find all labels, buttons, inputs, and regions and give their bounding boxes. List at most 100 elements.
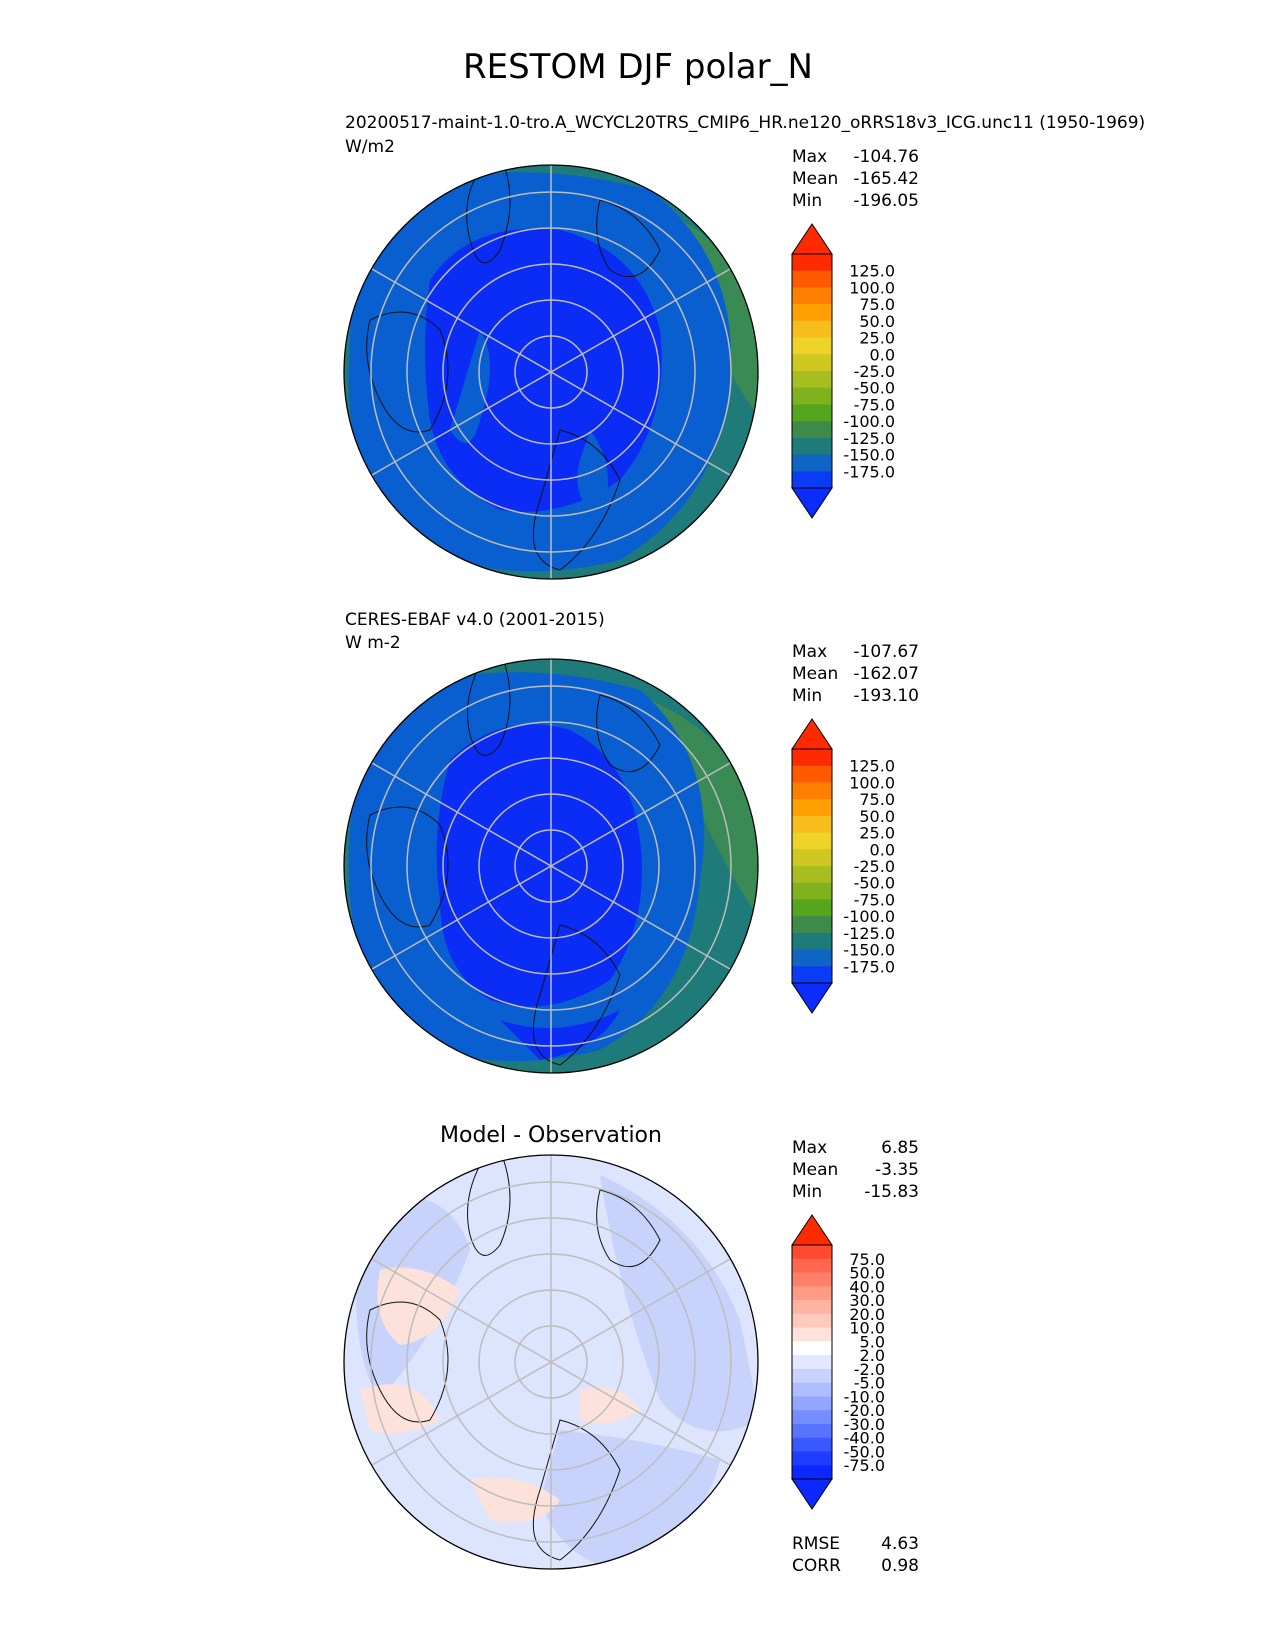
colorbar-tick-label: 125.0 (849, 262, 895, 281)
stat-label: Min (792, 1182, 822, 1202)
stat-value: -15.83 (864, 1182, 919, 1202)
panel-model-name: 20200517-maint-1.0-tro.A_WCYCL20TRS_CMIP… (345, 113, 1145, 133)
colorbar-tick-label: -125.0 (843, 924, 895, 943)
colorbar-tick-label: -125.0 (843, 429, 895, 448)
colorbar-diff: 75.050.040.030.020.010.05.02.0-2.0-5.0-1… (791, 1214, 885, 1510)
colorbar-swatch (792, 832, 832, 850)
colorbar-tick-label: 50.0 (849, 1264, 885, 1283)
stat-value: -107.67 (853, 642, 919, 662)
colorbar-swatch (792, 1341, 832, 1356)
colorbar-frame (791, 253, 833, 489)
colorbar-tick-label: 2.0 (860, 1346, 885, 1365)
colorbar-swatch (792, 1258, 832, 1274)
map-fill-deep (600, 1175, 758, 1432)
panel-model: 20200517-maint-1.0-tro.A_WCYCL20TRS_CMIP… (343, 113, 1145, 580)
colorbar-tick-label: -50.0 (854, 874, 895, 893)
colorbar-swatch (792, 882, 832, 900)
colorbar-tick-label: -30.0 (844, 1415, 885, 1434)
stat-value: -196.05 (853, 191, 919, 211)
stat-label: Min (792, 191, 822, 211)
corr-label: CORR (792, 1556, 841, 1576)
stats-diff: Max 6.85 Mean -3.35 Min -15.83 (792, 1138, 919, 1202)
colorbar-swatch (792, 815, 832, 834)
colorbar-swatch (792, 1300, 832, 1315)
colorbar-tick-label: 50.0 (859, 807, 895, 826)
stat-value: -165.42 (853, 169, 919, 189)
colorbar-tick-label: -175.0 (843, 462, 895, 481)
colorbar-model: 125.0100.075.050.025.00.0-25.0-50.0-75.0… (791, 223, 895, 519)
stat-label: Mean (792, 664, 838, 684)
stat-label: Mean (792, 169, 838, 189)
colorbar-tick-label: 40.0 (849, 1277, 885, 1296)
colorbar-extend-top (791, 718, 833, 750)
map-fill-deep (425, 228, 662, 513)
graticule-obs (370, 659, 732, 1073)
colorbar-tick-label: 0.0 (870, 840, 895, 859)
colorbar-swatch (792, 371, 832, 389)
colorbar-swatch (792, 1327, 832, 1342)
colorbar-swatch (792, 799, 832, 817)
polar-map-model (343, 164, 759, 580)
colorbar-swatch (792, 454, 832, 472)
colorbar-tick-label: -50.0 (844, 1442, 885, 1461)
colorbar-tick-label: -50.0 (854, 379, 895, 398)
colorbar-tick-label: 25.0 (859, 824, 895, 843)
colorbar-tick-label: -150.0 (843, 941, 895, 960)
colorbar-tick-label: 5.0 (860, 1332, 885, 1351)
panel-obs-units: W m-2 (345, 633, 401, 653)
colorbar-swatch (792, 1396, 832, 1411)
colorbar-swatch (792, 782, 832, 800)
colorbar-swatch (792, 337, 832, 355)
colorbar-tick-label: -100.0 (843, 907, 895, 926)
colorbar-tick-label: -2.0 (854, 1360, 885, 1379)
colorbar-swatch (792, 749, 832, 767)
colorbar-tick-label: -150.0 (843, 446, 895, 465)
map-fill-deep (436, 724, 642, 1007)
colorbar-swatch (792, 1313, 832, 1329)
colorbar-tick-label: 75.0 (849, 1250, 885, 1269)
stat-label: Max (792, 147, 827, 167)
colorbar-swatch (792, 287, 832, 305)
colorbar-tick-label: 75.0 (859, 790, 895, 809)
rmse-value: 4.63 (881, 1534, 919, 1554)
colorbar-swatch (792, 437, 832, 456)
colorbar-frame (791, 748, 833, 984)
colorbar-swatch (792, 765, 832, 783)
colorbar-tick-label: -25.0 (854, 857, 895, 876)
colorbar-extend-top (791, 1214, 833, 1246)
colorbar-swatch (792, 387, 832, 405)
panel-obs-name: CERES-EBAF v4.0 (2001-2015) (345, 610, 605, 630)
colorbar-swatch (792, 1437, 832, 1452)
graticule-model (370, 165, 732, 579)
figure-title: RESTOM DJF polar_N (463, 47, 813, 87)
rmse-label: RMSE (792, 1534, 840, 1554)
stat-value: -193.10 (853, 686, 919, 706)
colorbar-swatch (792, 421, 832, 439)
colorbar-swatch (792, 1423, 832, 1439)
colorbar-swatch (792, 404, 832, 422)
panel-model-units: W/m2 (345, 137, 395, 157)
colorbar-tick-label: 10.0 (849, 1319, 885, 1338)
colorbar-swatch (792, 1382, 832, 1397)
colorbar-swatch (792, 932, 832, 951)
colorbar-swatch (792, 1368, 832, 1384)
colorbar-extend-bottom (791, 487, 833, 519)
colorbar-swatch (792, 1286, 832, 1301)
colorbar-tick-label: 125.0 (849, 757, 895, 776)
colorbar-tick-label: -175.0 (843, 957, 895, 976)
colorbar-obs: 125.0100.075.050.025.00.0-25.0-50.0-75.0… (791, 718, 895, 1014)
colorbar-swatch (792, 1451, 832, 1466)
colorbar-tick-label: -75.0 (844, 1456, 885, 1475)
colorbar-tick-label: 0.0 (870, 345, 895, 364)
colorbar-tick-label: -40.0 (844, 1429, 885, 1448)
colorbar-swatch (792, 354, 832, 372)
colorbar-tick-label: 50.0 (859, 312, 895, 331)
corr-value: 0.98 (881, 1556, 919, 1576)
polar-map-diff (343, 1154, 759, 1570)
colorbar-swatch (792, 1272, 832, 1287)
colorbar-swatch (792, 966, 832, 984)
colorbar-swatch (792, 1465, 832, 1480)
colorbar-swatch (792, 916, 832, 934)
stat-value: 6.85 (881, 1138, 919, 1158)
